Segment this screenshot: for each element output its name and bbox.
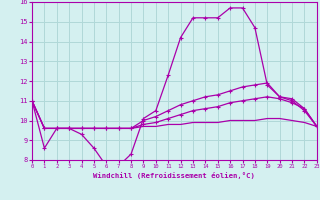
X-axis label: Windchill (Refroidissement éolien,°C): Windchill (Refroidissement éolien,°C) — [93, 172, 255, 179]
